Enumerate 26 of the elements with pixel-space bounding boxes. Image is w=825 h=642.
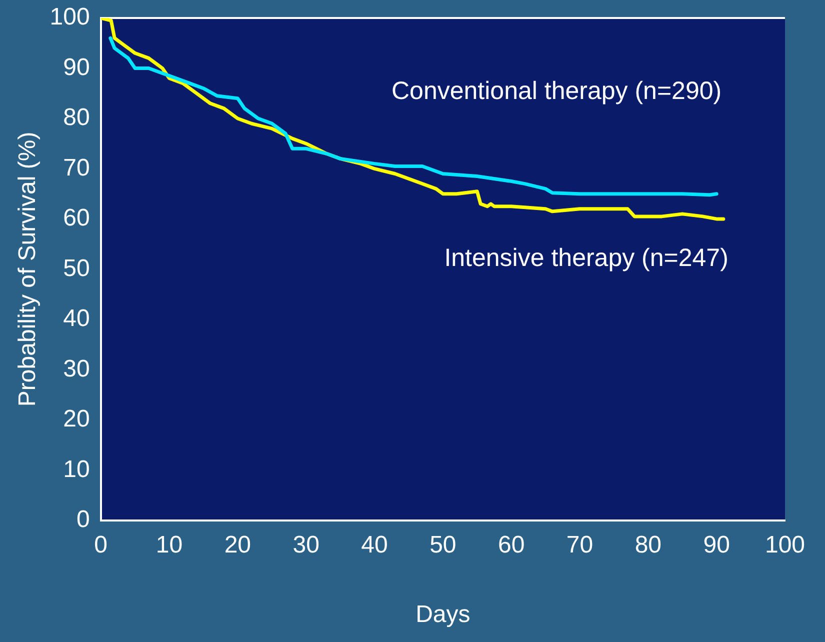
x-tick-label: 20 [224, 531, 252, 558]
y-tick-label: 90 [63, 54, 90, 81]
y-tick-label: 70 [63, 154, 90, 182]
y-tick-label: 40 [63, 305, 90, 332]
y-tick-label: 60 [63, 204, 90, 232]
y-axis-title: Probability of Survival (%) [14, 132, 42, 407]
x-tick-label: 100 [764, 531, 806, 558]
x-tick-label: 90 [703, 531, 730, 558]
x-tick-label: 30 [292, 531, 320, 558]
y-tick-label: 80 [63, 104, 90, 132]
x-tick-label: 60 [498, 531, 525, 558]
y-tick-label: 30 [63, 355, 90, 382]
x-tick-label: 40 [361, 531, 388, 558]
x-axis-title: Days [416, 601, 470, 628]
text: Conventional therapy (n=290) [392, 76, 722, 105]
y-tick-label: 0 [76, 506, 90, 534]
y-tick-label: 20 [63, 406, 90, 433]
y-tick-label: 50 [63, 254, 90, 282]
x-tick-label: 80 [634, 531, 662, 558]
y-tick-label: 10 [63, 456, 90, 483]
x-tick-label: 70 [566, 531, 594, 558]
series-label: Intensive therapy (n=247) [444, 244, 728, 272]
x-tick-label: 10 [156, 531, 183, 558]
y-tick-label: 100 [50, 4, 90, 31]
x-tick-label: 0 [94, 531, 108, 558]
x-tick-label: 50 [430, 531, 456, 558]
